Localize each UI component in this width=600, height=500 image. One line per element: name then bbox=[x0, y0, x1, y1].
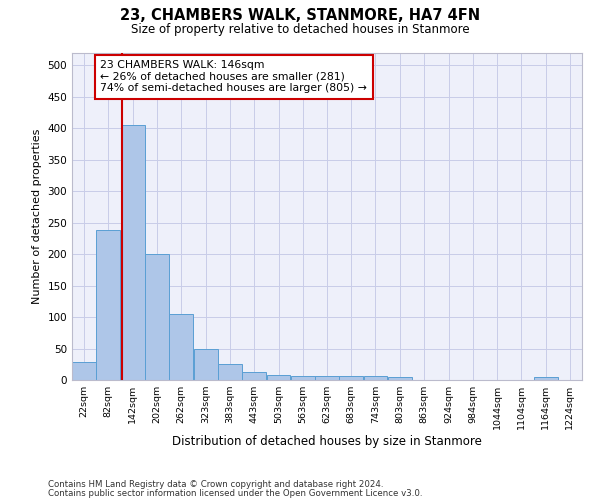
Bar bbox=[169, 314, 193, 380]
Text: Contains public sector information licensed under the Open Government Licence v3: Contains public sector information licen… bbox=[48, 489, 422, 498]
Bar bbox=[145, 254, 169, 380]
X-axis label: Distribution of detached houses by size in Stanmore: Distribution of detached houses by size … bbox=[172, 434, 482, 448]
Bar bbox=[194, 349, 218, 380]
Bar bbox=[72, 362, 96, 380]
Bar bbox=[97, 230, 120, 380]
Bar bbox=[218, 364, 242, 380]
Text: 23 CHAMBERS WALK: 146sqm
← 26% of detached houses are smaller (281)
74% of semi-: 23 CHAMBERS WALK: 146sqm ← 26% of detach… bbox=[100, 60, 367, 94]
Bar bbox=[534, 377, 557, 380]
Bar bbox=[121, 125, 145, 380]
Bar bbox=[266, 375, 290, 380]
Bar bbox=[242, 372, 266, 380]
Bar bbox=[364, 376, 388, 380]
Y-axis label: Number of detached properties: Number of detached properties bbox=[32, 128, 42, 304]
Bar bbox=[315, 376, 339, 380]
Text: Contains HM Land Registry data © Crown copyright and database right 2024.: Contains HM Land Registry data © Crown c… bbox=[48, 480, 383, 489]
Text: 23, CHAMBERS WALK, STANMORE, HA7 4FN: 23, CHAMBERS WALK, STANMORE, HA7 4FN bbox=[120, 8, 480, 22]
Bar bbox=[340, 376, 363, 380]
Text: Size of property relative to detached houses in Stanmore: Size of property relative to detached ho… bbox=[131, 22, 469, 36]
Bar bbox=[291, 376, 314, 380]
Bar bbox=[388, 377, 412, 380]
